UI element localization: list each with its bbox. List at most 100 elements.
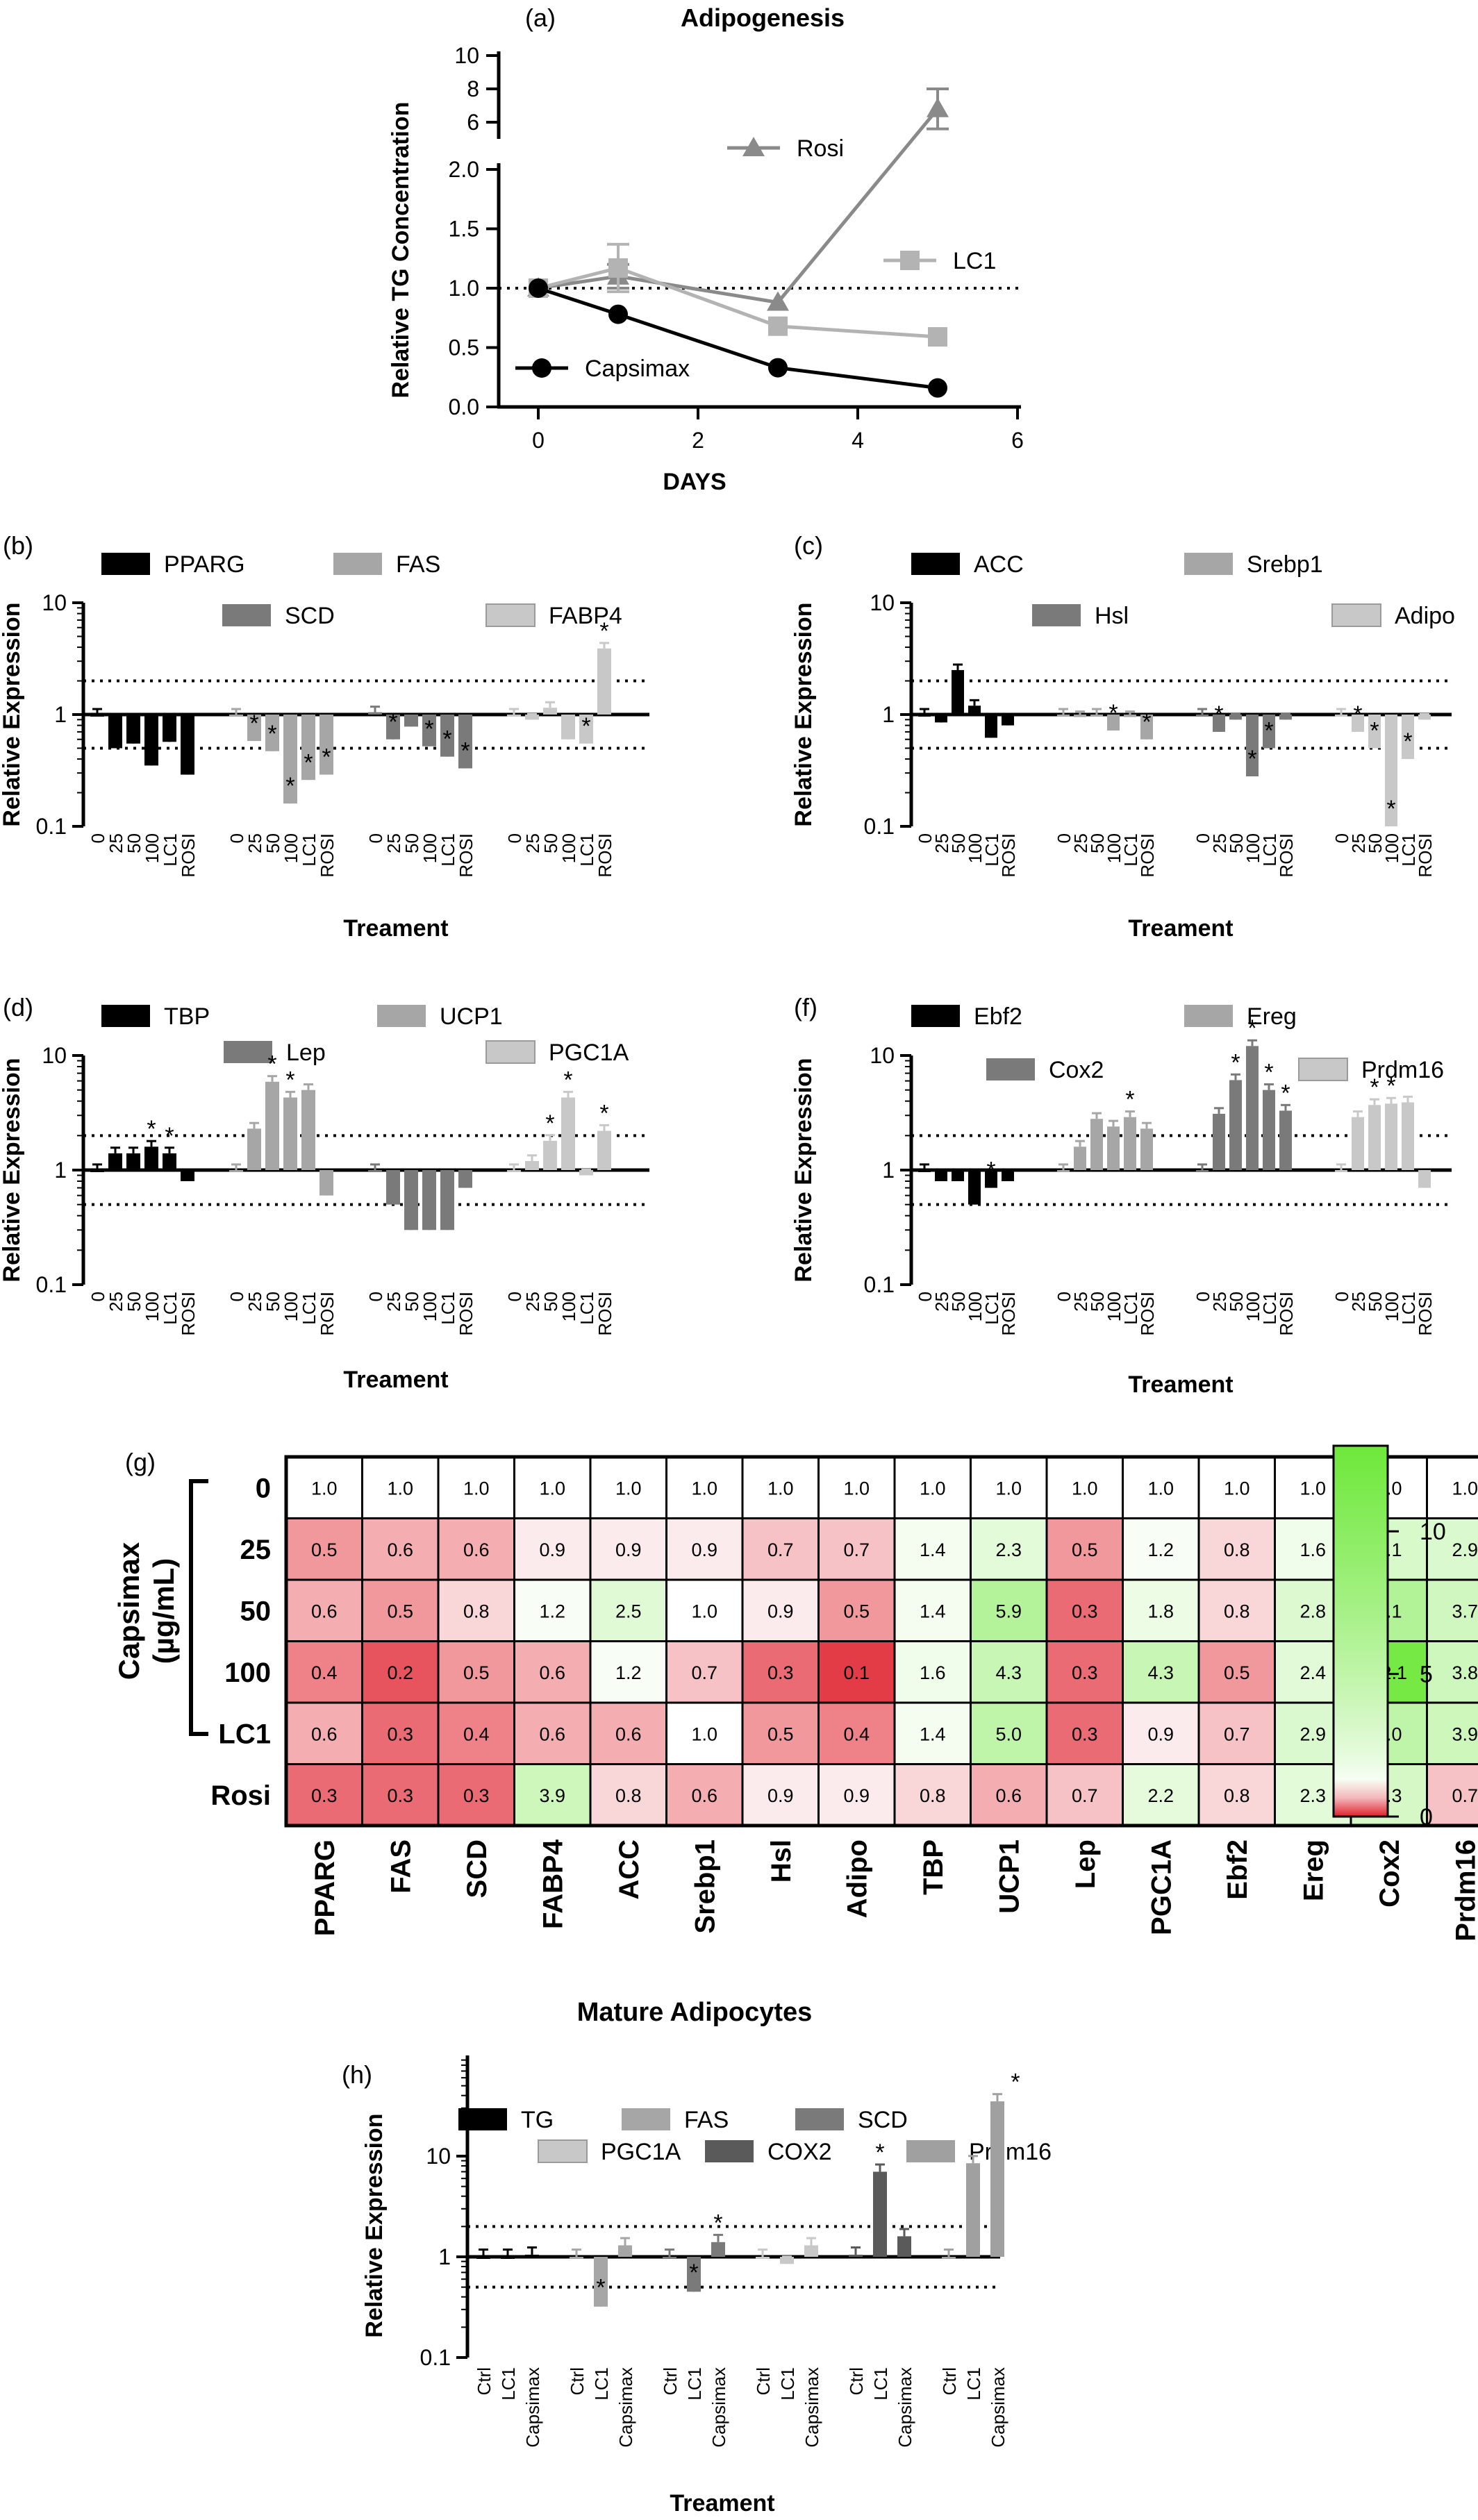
heatmap-value: 0.9	[767, 1601, 794, 1621]
y-tick-label: 10	[870, 1043, 895, 1068]
series-fas: 0 * 25 * 50 * 100 * LC1 * ROSI	[226, 708, 338, 878]
x-tick-label: 25	[522, 1292, 543, 1312]
data-point	[928, 327, 947, 347]
significance-star: *	[1264, 1060, 1273, 1086]
significance-star: *	[1011, 2069, 1020, 2096]
y-tick-label: 0.5	[449, 335, 479, 360]
significance-star: *	[304, 749, 313, 776]
heatmap-value: 0.4	[311, 1662, 338, 1683]
bar	[561, 1097, 575, 1170]
significance-star: *	[599, 618, 608, 644]
x-tick-label: 0	[226, 833, 247, 843]
heatmap-cell	[437, 1517, 515, 1581]
heatmap-value: 0.7	[767, 1539, 794, 1560]
heatmap-row-50: 0.6 0.5 0.8 1.2 2.5 1.0 0.9 0.5 1.4 5.9 0.3 1.8 0.8 2…	[285, 1578, 1478, 1642]
x-tick-label: LC1	[160, 1292, 181, 1325]
bar	[579, 715, 593, 744]
heatmap-value: 2.4	[1300, 1662, 1326, 1683]
series-lc1: LC1	[529, 242, 996, 347]
heatmap-value: 0.4	[843, 1724, 870, 1744]
y-tick-label: 0.1	[36, 1272, 67, 1297]
significance-star: *	[147, 1116, 156, 1142]
heatmap-value: 5.9	[995, 1601, 1022, 1621]
legend-swatch	[101, 553, 150, 575]
bar	[1213, 1113, 1225, 1170]
heatmap-value: 0.3	[387, 1785, 413, 1806]
bar	[1263, 1090, 1275, 1170]
bar	[126, 715, 140, 744]
x-tick-label: 25	[1209, 833, 1230, 853]
heatmap-cell	[893, 1517, 972, 1581]
heatmap-value: 1.0	[920, 1478, 946, 1499]
bar	[918, 715, 931, 717]
heatmap-value: 0.3	[463, 1785, 490, 1806]
legend-label: Hsl	[1095, 603, 1129, 629]
heatmap-value: 0.8	[1224, 1601, 1250, 1621]
heatmap-cell	[513, 1455, 592, 1519]
panel-label: (f)	[794, 993, 817, 1021]
heatmap-value: 0.9	[1147, 1724, 1174, 1744]
x-tick-label: LC1	[576, 1292, 597, 1325]
x-tick-label: 50	[1365, 1292, 1386, 1312]
bar	[1352, 715, 1364, 732]
legend-swatch	[1298, 1058, 1348, 1081]
x-tick-label: 100	[965, 833, 986, 863]
x-tick-label: 50	[1087, 1292, 1108, 1312]
bar	[1213, 715, 1225, 732]
x-tick-label: ROSI	[1415, 833, 1436, 878]
heatmap-cell	[361, 1517, 440, 1581]
heatmap-value: 1.0	[1072, 1478, 1098, 1499]
heatmap-value: 0.6	[463, 1539, 490, 1560]
x-tick-label: 50	[1365, 833, 1386, 853]
column-label: PPARG	[310, 1839, 340, 1936]
significance-star: *	[147, 735, 156, 761]
heatmap-value: 0.1	[843, 1662, 870, 1683]
x-tick-label: 25	[106, 833, 126, 853]
x-tick-label: ROSI	[456, 1292, 476, 1336]
series-pgc1a: Ctrl LC1 Capsimax	[753, 2237, 822, 2448]
significance-star: *	[460, 738, 470, 765]
heatmap-value: 5.0	[995, 1724, 1022, 1744]
x-tick-label: ROSI	[998, 1292, 1019, 1336]
series-pparg: 0 * 25 * 50 * 100 * LC1 * ROSI	[88, 708, 199, 878]
legend-swatch	[1184, 1005, 1233, 1027]
x-tick-label: ROSI	[1137, 833, 1158, 878]
panel-b: (b) Relative Expression Treament PPARG FAS SC…	[0, 531, 649, 942]
bar	[229, 1170, 243, 1172]
bar	[1124, 1117, 1136, 1170]
row-group-label: (µg/mL)	[147, 1558, 180, 1664]
x-tick-label: Ctrl	[474, 2367, 495, 2395]
bar	[1090, 1119, 1103, 1170]
heatmap-value: 0.6	[539, 1724, 565, 1744]
row-label: LC1	[218, 1719, 271, 1749]
x-tick-label: ROSI	[317, 1292, 338, 1336]
bar	[1229, 1080, 1242, 1170]
heatmap-cell	[1197, 1578, 1276, 1642]
colorbar	[1332, 1444, 1389, 1818]
legend-swatch	[485, 603, 535, 627]
x-tick-label: Ctrl	[939, 2367, 960, 2395]
x-tick-label: 25	[931, 833, 952, 853]
x-tick-label: LC1	[870, 2367, 891, 2401]
x-tick-label: ROSI	[595, 1292, 615, 1336]
panel-label: (d)	[3, 993, 33, 1021]
bar	[422, 715, 436, 746]
legend-marker	[532, 358, 551, 378]
colorbar-tick-label: 0	[1420, 1804, 1433, 1830]
y-tick-label: 10	[42, 1043, 67, 1068]
heatmap-cell	[589, 1701, 667, 1765]
x-tick-label: LC1	[576, 833, 597, 867]
x-tick-label: LC1	[963, 2367, 984, 2401]
legend-swatch	[224, 1041, 272, 1063]
legend-label: SCD	[285, 603, 335, 629]
heatmap-value: 0.9	[767, 1785, 794, 1806]
bar	[543, 1140, 557, 1170]
y-tick-label: 0.1	[420, 2345, 451, 2370]
x-tick-label: LC1	[684, 2367, 705, 2401]
x-tick-label: 50	[540, 833, 561, 853]
bar	[1385, 1103, 1397, 1170]
heatmap-value: 0.2	[387, 1662, 413, 1683]
heatmap-value: 2.2	[1147, 1785, 1174, 1806]
